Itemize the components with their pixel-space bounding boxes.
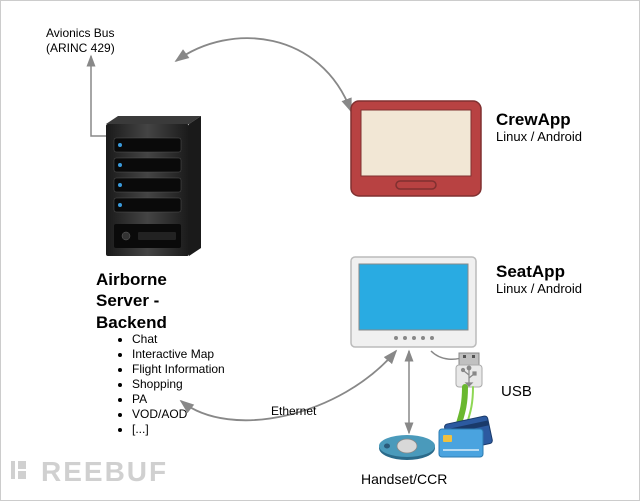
diagram-svg <box>1 1 640 501</box>
server-icon <box>106 116 201 256</box>
watermark: REEBUF <box>11 456 168 490</box>
usb-label: USB <box>501 383 532 402</box>
feature-item: Chat <box>132 332 225 346</box>
edge-seat-usb <box>431 351 466 359</box>
feature-item: [...] <box>132 422 225 436</box>
crew-subtitle: Linux / Android <box>496 129 582 145</box>
handset-icon <box>379 435 435 460</box>
usb-icon <box>454 353 482 443</box>
server-features: Chat Interactive Map Flight Information … <box>116 331 225 437</box>
feature-item: Flight Information <box>132 362 225 376</box>
credit-card-icon <box>439 416 493 457</box>
seat-title: SeatApp <box>496 261 565 282</box>
edge-server-crew <box>176 38 351 111</box>
feature-item: Interactive Map <box>132 347 225 361</box>
feature-item: PA <box>132 392 225 406</box>
diagram-canvas: REEBUF <box>0 0 640 501</box>
server-title: Airborne Server - Backend <box>96 269 167 333</box>
avionics-label: Avionics Bus (ARINC 429) <box>46 26 115 56</box>
watermark-logo-icon <box>11 457 37 490</box>
crew-title: CrewApp <box>496 109 571 130</box>
seatapp-icon <box>351 257 476 347</box>
edge-avionics-server <box>91 56 106 136</box>
watermark-text: REEBUF <box>41 456 168 487</box>
crewapp-icon <box>351 101 481 196</box>
seat-subtitle: Linux / Android <box>496 281 582 297</box>
feature-item: VOD/AOD <box>132 407 225 421</box>
feature-item: Shopping <box>132 377 225 391</box>
handset-label: Handset/CCR <box>361 471 447 489</box>
ethernet-label: Ethernet <box>271 404 316 419</box>
